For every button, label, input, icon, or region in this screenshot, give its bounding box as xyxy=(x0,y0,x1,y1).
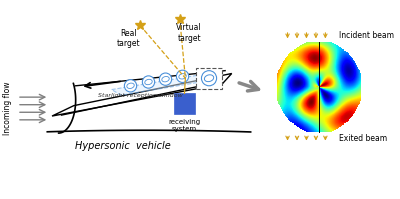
Circle shape xyxy=(202,71,216,86)
Polygon shape xyxy=(112,73,218,95)
Text: Exited beam: Exited beam xyxy=(339,134,387,143)
FancyBboxPatch shape xyxy=(196,68,222,89)
Text: Hypersonic  vehicle: Hypersonic vehicle xyxy=(75,141,171,151)
Text: Virtual
target: Virtual target xyxy=(176,23,202,43)
Circle shape xyxy=(124,80,137,92)
Text: receiving
system: receiving system xyxy=(168,119,200,132)
FancyBboxPatch shape xyxy=(174,93,195,114)
Text: Real
target: Real target xyxy=(117,29,140,48)
Text: Starlight reception window: Starlight reception window xyxy=(98,93,182,98)
Text: Incident beam: Incident beam xyxy=(339,31,394,40)
Circle shape xyxy=(142,76,155,88)
Polygon shape xyxy=(52,73,232,116)
Text: Incoming flow: Incoming flow xyxy=(3,82,12,135)
Circle shape xyxy=(176,70,189,82)
Circle shape xyxy=(159,73,172,85)
